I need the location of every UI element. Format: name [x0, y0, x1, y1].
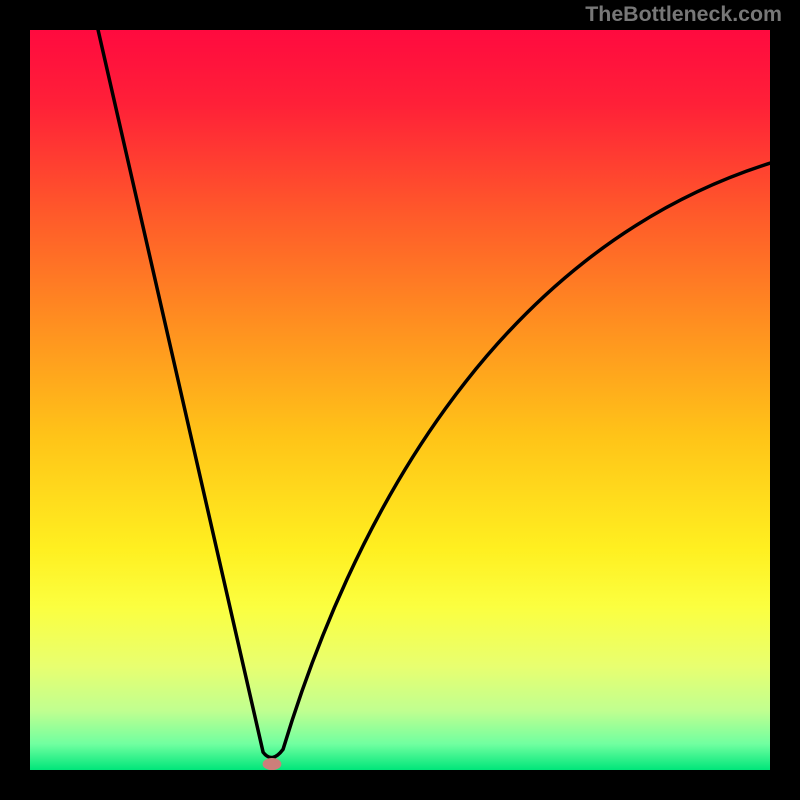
optimal-point-marker [263, 759, 281, 770]
bottleneck-curve [98, 30, 770, 758]
curve-layer [30, 30, 770, 770]
plot-area [30, 30, 770, 770]
watermark-text: TheBottleneck.com [585, 2, 782, 27]
chart-container: TheBottleneck.com [0, 0, 800, 800]
